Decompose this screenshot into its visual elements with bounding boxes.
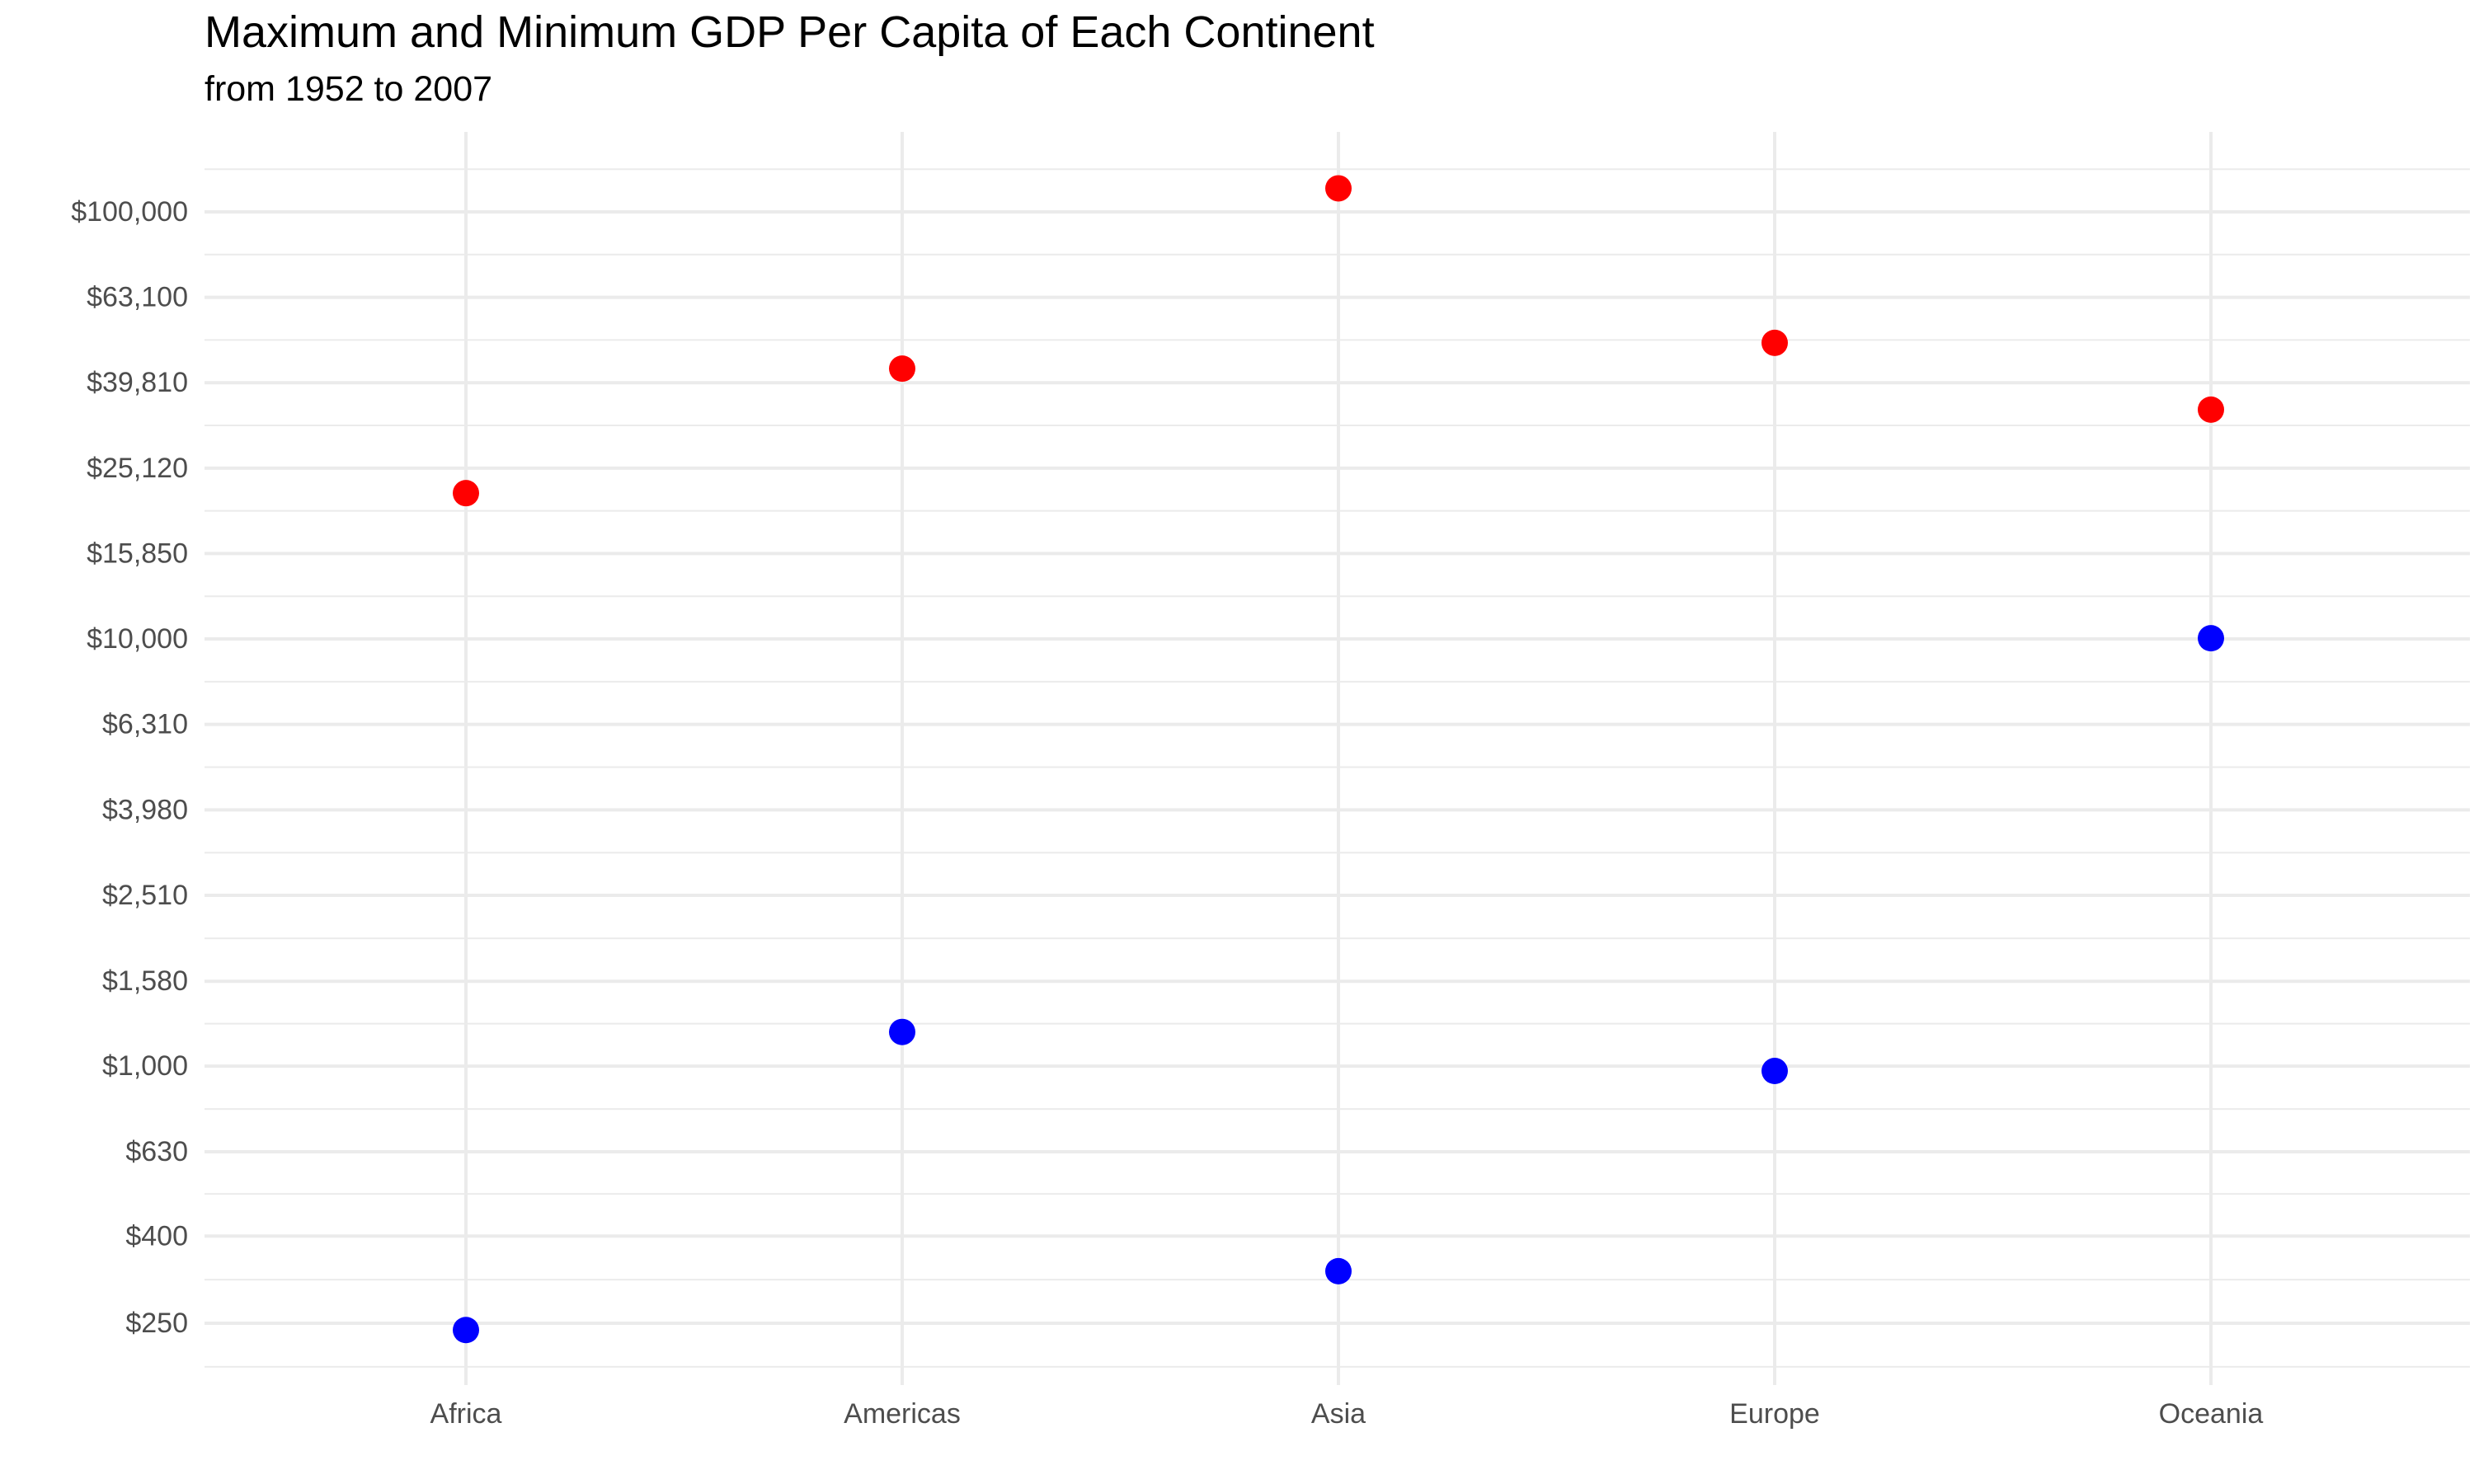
data-point-max-americas <box>889 355 915 383</box>
x-tick-label: Oceania <box>2159 1398 2264 1430</box>
y-tick-label: $100,000 <box>71 196 188 228</box>
y-tick-label: $10,000 <box>87 623 188 655</box>
data-point-max-africa <box>453 480 479 507</box>
y-tick-label: $3,980 <box>102 794 188 825</box>
y-tick-label: $25,120 <box>87 453 188 484</box>
y-tick-label: $15,850 <box>87 538 188 569</box>
y-tick-label: $1,000 <box>102 1050 188 1082</box>
data-point-min-americas <box>889 1018 915 1045</box>
point-layer <box>453 175 2224 1344</box>
y-tick-label: $1,580 <box>102 965 188 997</box>
data-point-min-oceania <box>2198 625 2224 652</box>
y-tick-label: $2,510 <box>102 880 188 911</box>
chart-title: Maximum and Minimum GDP Per Capita of Ea… <box>205 7 1375 57</box>
x-tick-label: Americas <box>844 1398 961 1430</box>
y-tick-label: $250 <box>125 1308 188 1339</box>
x-tick-label: Asia <box>1311 1398 1366 1430</box>
axis-layer: $250 $400 $630 $1,000 $1,580 $2,510 $3,980 $6,3… <box>71 196 2263 1430</box>
x-tick-label: Africa <box>430 1398 502 1430</box>
x-tick-label: Europe <box>1729 1398 1820 1430</box>
y-tick-label: $39,810 <box>87 367 188 398</box>
data-point-min-africa <box>453 1317 479 1344</box>
data-point-min-europe <box>1761 1058 1788 1085</box>
data-point-max-oceania <box>2198 396 2224 423</box>
y-tick-label: $63,100 <box>87 282 188 313</box>
chart-subtitle: from 1952 to 2007 <box>205 69 493 109</box>
y-tick-label: $630 <box>125 1136 188 1167</box>
data-point-min-asia <box>1325 1257 1352 1284</box>
y-tick-label: $400 <box>125 1220 188 1252</box>
data-point-max-europe <box>1761 329 1788 356</box>
grid-layer <box>205 132 2470 1385</box>
y-tick-label: $6,310 <box>102 709 188 740</box>
data-point-max-asia <box>1325 175 1352 202</box>
